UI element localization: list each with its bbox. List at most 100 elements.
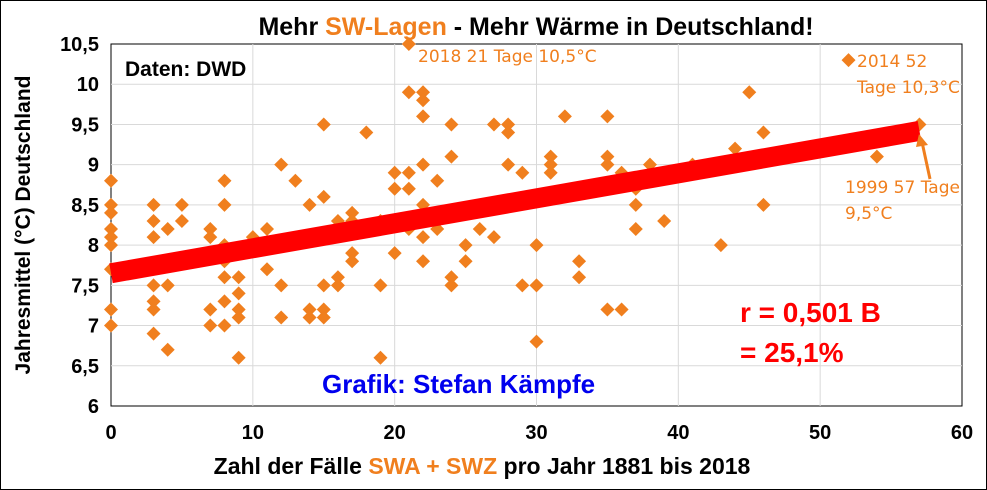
x-tick-label: 30 bbox=[525, 422, 547, 444]
data-point bbox=[174, 197, 189, 212]
data-point bbox=[174, 213, 189, 228]
y-tick-label: 10 bbox=[77, 74, 99, 96]
correlation-text-line2: = 25,1% bbox=[740, 337, 844, 368]
data-point bbox=[260, 222, 275, 237]
data-point bbox=[416, 85, 431, 100]
data-point bbox=[160, 222, 175, 237]
data-point bbox=[628, 197, 643, 212]
data-point bbox=[444, 278, 459, 293]
data-point bbox=[373, 350, 388, 365]
data-point bbox=[146, 278, 161, 293]
data-point bbox=[203, 302, 218, 317]
data-point bbox=[104, 302, 118, 317]
data-point bbox=[104, 205, 118, 220]
data-point bbox=[444, 149, 459, 164]
data-point bbox=[231, 270, 246, 285]
data-point bbox=[614, 302, 629, 317]
data-point bbox=[529, 278, 544, 293]
data-point bbox=[302, 310, 317, 325]
data-point bbox=[345, 254, 360, 269]
data-point bbox=[543, 149, 558, 164]
x-axis-label: Zahl der Fälle SWA + SWZ pro Jahr 1881 b… bbox=[214, 453, 751, 479]
data-point bbox=[401, 165, 416, 180]
data-point bbox=[104, 238, 118, 253]
y-tick-label: 8,5 bbox=[71, 195, 99, 217]
data-point bbox=[529, 334, 544, 349]
x-axis-label-highlight: SWA + SWZ bbox=[368, 453, 497, 479]
data-point bbox=[444, 270, 459, 285]
y-tick-label: 10,5 bbox=[60, 34, 99, 56]
correlation-text-line1: r = 0,501 B bbox=[740, 297, 881, 328]
x-tick-label: 20 bbox=[384, 422, 406, 444]
data-point bbox=[146, 197, 161, 212]
data-point bbox=[217, 197, 232, 212]
x-axis-label-part1: Zahl der Fälle bbox=[214, 453, 369, 479]
data-point bbox=[274, 157, 289, 172]
data-point bbox=[628, 222, 643, 237]
data-point bbox=[302, 197, 317, 212]
data-point bbox=[104, 230, 118, 245]
data-point bbox=[416, 109, 431, 124]
data-point bbox=[231, 310, 246, 325]
data-point bbox=[430, 173, 445, 188]
data-point bbox=[345, 246, 360, 261]
data-point bbox=[557, 109, 572, 124]
y-tick-label: 8 bbox=[88, 235, 99, 257]
data-point bbox=[416, 230, 431, 245]
data-point bbox=[359, 125, 374, 140]
data-point bbox=[146, 230, 161, 245]
y-axis-ticks: 6 6,5 7 7,5 8 8,5 9 9,5 10 10,5 bbox=[60, 34, 99, 418]
x-tick-label: 50 bbox=[809, 422, 831, 444]
data-point bbox=[416, 93, 431, 108]
data-point bbox=[217, 318, 232, 333]
data-point bbox=[387, 181, 402, 196]
data-point bbox=[104, 318, 118, 333]
data-point bbox=[600, 302, 615, 317]
data-point bbox=[231, 350, 246, 365]
data-point bbox=[841, 53, 856, 68]
data-point bbox=[203, 318, 218, 333]
data-point bbox=[217, 270, 232, 285]
data-point bbox=[146, 302, 161, 317]
x-axis-ticks: 0 10 20 30 40 50 60 bbox=[105, 422, 973, 444]
data-point bbox=[316, 189, 331, 204]
data-point bbox=[401, 181, 416, 196]
data-point bbox=[515, 278, 530, 293]
y-tick-label: 7 bbox=[88, 316, 99, 338]
annotation-2014-line2: Tage 10,3°C bbox=[856, 78, 960, 98]
data-point bbox=[472, 222, 487, 237]
data-point bbox=[501, 117, 516, 132]
y-axis-label: Jahresmittel (°C) Deutschland bbox=[12, 76, 35, 375]
data-point bbox=[330, 270, 345, 285]
data-point bbox=[104, 197, 118, 212]
data-point bbox=[104, 173, 118, 188]
data-point bbox=[728, 141, 743, 156]
data-point bbox=[104, 222, 118, 237]
data-point bbox=[458, 238, 473, 253]
data-point bbox=[387, 246, 402, 261]
y-tick-label: 6 bbox=[88, 396, 99, 418]
title-highlight: SW-Lagen bbox=[325, 13, 447, 41]
data-point bbox=[515, 165, 530, 180]
data-point bbox=[217, 294, 232, 309]
data-point bbox=[274, 310, 289, 325]
x-tick-label: 40 bbox=[667, 422, 689, 444]
x-tick-label: 60 bbox=[951, 422, 973, 444]
data-point bbox=[387, 165, 402, 180]
y-tick-label: 9,5 bbox=[71, 114, 99, 136]
data-point bbox=[231, 286, 246, 301]
data-point bbox=[713, 238, 728, 253]
y-tick-label: 7,5 bbox=[71, 275, 99, 297]
data-point bbox=[501, 125, 516, 140]
data-point bbox=[316, 302, 331, 317]
data-point bbox=[203, 230, 218, 245]
data-point bbox=[416, 157, 431, 172]
data-point bbox=[260, 262, 275, 277]
annotation-1999-line1: 1999 57 Tage bbox=[845, 178, 960, 198]
trend-line bbox=[109, 121, 922, 284]
data-point bbox=[529, 238, 544, 253]
data-point bbox=[458, 254, 473, 269]
data-point bbox=[486, 117, 501, 132]
data-point bbox=[160, 342, 175, 357]
title-part1: Mehr bbox=[258, 13, 325, 41]
